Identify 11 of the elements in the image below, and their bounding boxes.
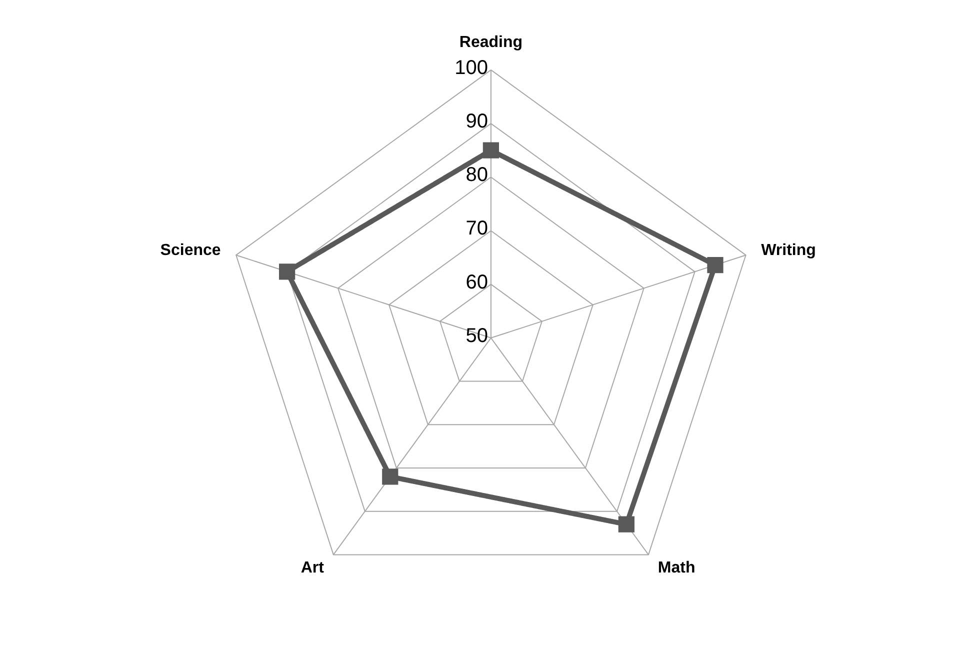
spoke-label: Math — [658, 560, 696, 577]
spoke-label: Art — [300, 560, 325, 577]
spoke-label: Writing — [761, 242, 816, 260]
y-tick-label: 100 — [454, 56, 488, 79]
spoke-label: Reading — [459, 34, 523, 51]
spoke-label: Science — [160, 242, 221, 260]
y-tick-label: 60 — [466, 271, 488, 294]
y-tick-label: 50 — [466, 324, 488, 347]
y-tick-label: 90 — [466, 110, 488, 133]
y-tick-label: 70 — [466, 218, 488, 240]
y-tick-label: 80 — [466, 164, 488, 186]
